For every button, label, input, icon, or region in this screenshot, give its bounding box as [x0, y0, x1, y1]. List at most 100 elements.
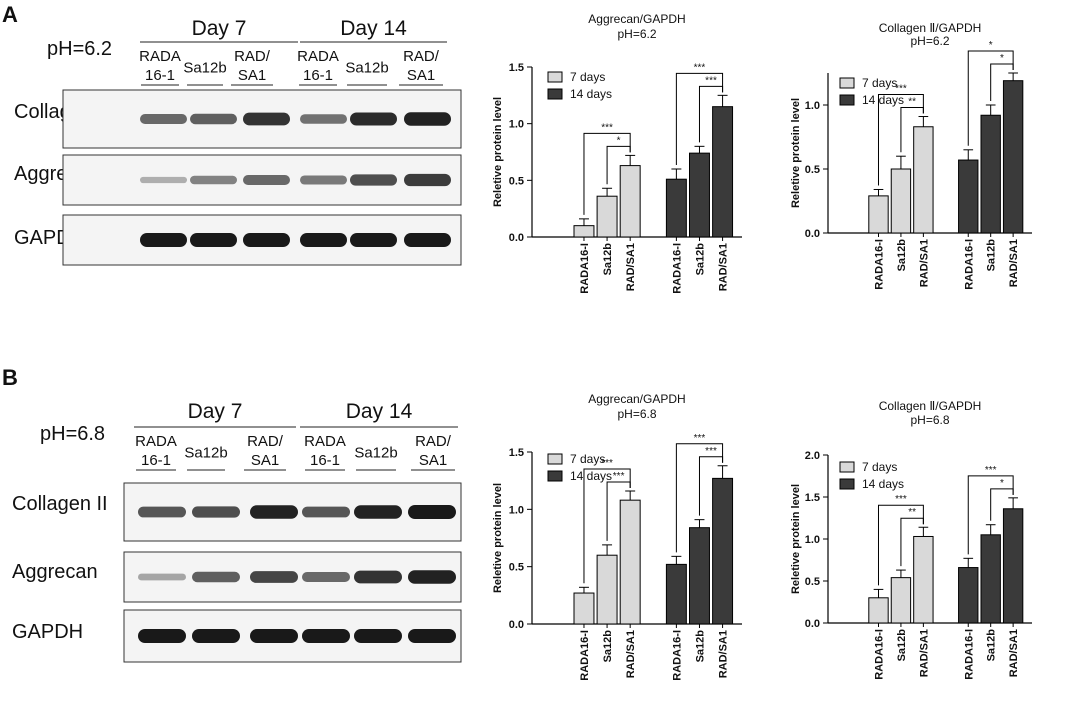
lane-label: RADA: [135, 433, 177, 450]
lane-label: 16-1: [145, 67, 175, 84]
y-tick-label: 1.5: [509, 447, 524, 459]
blot-band: [302, 572, 350, 582]
x-tick-label: RADA16-I: [579, 630, 591, 681]
significance-bracket: [967, 50, 1014, 146]
blot-band: [350, 233, 397, 247]
x-tick-label: Sa12b: [602, 630, 614, 663]
legend-label: 7 days: [862, 76, 897, 90]
significance-bracket: [877, 94, 924, 186]
blot-band: [243, 233, 290, 247]
blot-band: [138, 506, 186, 518]
chart-subtitle: pH=6.2: [617, 27, 656, 41]
legend-label: 7 days: [862, 460, 897, 474]
day-header: Day 14: [340, 17, 407, 40]
legend-label: 14 days: [862, 93, 904, 107]
blot-band: [354, 505, 402, 519]
x-tick-label: RADA16-I: [873, 239, 885, 290]
lane-label: RAD/: [415, 433, 452, 450]
y-tick-label: 0.5: [805, 164, 820, 176]
blot-band: [190, 175, 237, 185]
blot-band: [192, 506, 240, 518]
blot-band: [404, 112, 451, 126]
bar: [712, 106, 734, 238]
lane-label: RAD/: [403, 48, 440, 65]
blot-band: [140, 114, 187, 124]
bar: [619, 499, 641, 625]
x-tick-label: RADA16-I: [671, 243, 683, 294]
significance-label: ***: [705, 446, 717, 457]
bar: [596, 554, 618, 625]
lane-label: 16-1: [310, 452, 340, 469]
blot-band: [138, 573, 186, 581]
blot-label: GAPDH: [12, 621, 83, 643]
day-header: Day 14: [346, 400, 413, 423]
x-tick-label: RADA16-I: [963, 629, 975, 680]
blot-band: [404, 173, 451, 187]
x-tick-label: RAD/SA1: [1008, 629, 1020, 677]
significance-bracket: [990, 63, 1014, 101]
lane-label: RAD/: [247, 433, 284, 450]
blot-band: [302, 506, 350, 518]
bar: [913, 535, 934, 624]
bar: [980, 534, 1001, 624]
significance-bracket: [877, 504, 924, 586]
blot-band: [302, 629, 350, 643]
y-tick-label: 2.0: [805, 450, 820, 462]
x-tick-label: RADA16-I: [579, 243, 591, 294]
day-header: Day 7: [192, 17, 247, 40]
x-tick-label: RAD/SA1: [625, 630, 637, 678]
bar: [958, 159, 979, 234]
blot-band: [250, 571, 298, 583]
blot-band: [190, 113, 237, 125]
y-tick-label: 0.5: [509, 562, 524, 574]
bar: [868, 195, 889, 234]
lane-label: RADA: [139, 48, 181, 65]
lane-label: 16-1: [141, 452, 171, 469]
significance-bracket: [583, 468, 631, 584]
chart-title: Aggrecan/GAPDH: [588, 392, 685, 406]
significance-label: *: [1000, 478, 1004, 489]
x-tick-label: Sa12b: [986, 239, 998, 272]
y-axis-label: Reletive protein level: [790, 98, 802, 208]
y-tick-label: 0.0: [805, 228, 820, 240]
x-tick-label: RADA16-I: [963, 239, 975, 290]
y-axis-label: Reletive protein level: [790, 484, 802, 594]
blot-band: [243, 112, 290, 126]
significance-label: ***: [895, 84, 907, 95]
blot-band: [192, 629, 240, 643]
legend-swatch: [839, 461, 855, 473]
y-tick-label: 1.0: [509, 504, 524, 516]
legend-label: 14 days: [570, 469, 612, 483]
lane-label: Sa12b: [183, 60, 226, 77]
bar: [913, 126, 934, 234]
y-tick-label: 1.0: [805, 534, 820, 546]
panel-letter: B: [2, 365, 18, 390]
significance-bracket: [900, 107, 924, 153]
bar: [868, 597, 889, 624]
legend-swatch: [839, 478, 855, 490]
legend-swatch: [547, 71, 563, 83]
legend-swatch: [839, 77, 855, 89]
bar: [665, 178, 687, 238]
significance-bracket: [698, 85, 724, 143]
chart-title: Collagen Ⅱ/GAPDH: [879, 21, 982, 35]
blot-band: [354, 570, 402, 584]
x-tick-label: RAD/SA1: [718, 630, 730, 678]
x-tick-label: Sa12b: [602, 243, 614, 276]
bar: [890, 577, 912, 624]
blot-band: [300, 175, 347, 185]
legend-swatch: [547, 453, 563, 465]
bar: [689, 152, 710, 238]
bar: [1002, 508, 1024, 624]
ph-label: pH=6.2: [47, 38, 112, 60]
ph-label: pH=6.8: [40, 423, 105, 445]
y-tick-label: 0.0: [509, 619, 524, 631]
x-tick-label: Sa12b: [896, 629, 908, 662]
lane-label: SA1: [238, 67, 266, 84]
panel-letter: A: [2, 2, 18, 27]
significance-label: *: [617, 135, 621, 146]
